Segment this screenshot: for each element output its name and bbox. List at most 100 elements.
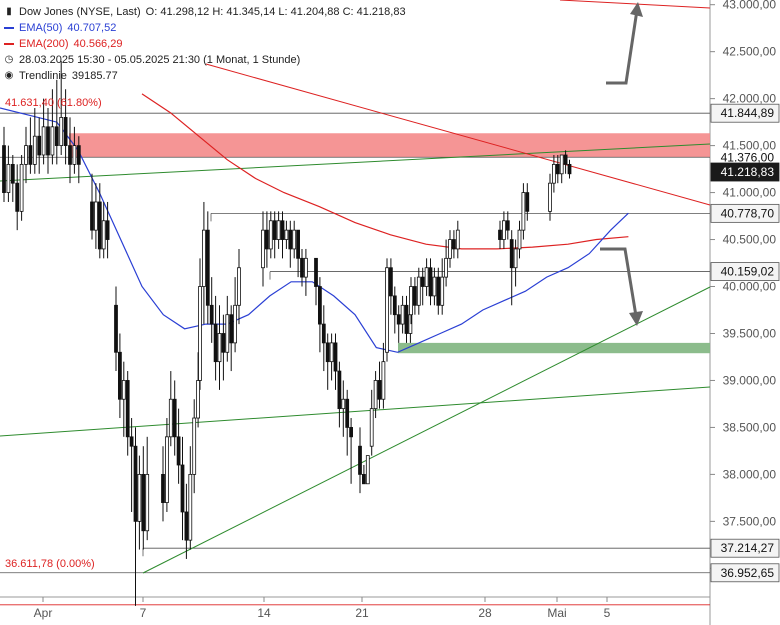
instrument-name: Dow Jones (NYSE, Last): [19, 6, 141, 18]
x-tick-label: Mai: [547, 606, 566, 620]
legend-ema50-row: EMA(50) 40.707,52: [4, 20, 406, 36]
candle-body: [314, 257, 318, 287]
candle-body: [137, 473, 142, 522]
candle-body: [114, 304, 118, 353]
candle-body: [141, 473, 146, 532]
candle-body: [333, 342, 338, 372]
candle-body: [225, 314, 230, 353]
y-tick-label: 41.000,00: [723, 186, 777, 200]
candle-body: [209, 304, 214, 325]
candle-body: [288, 229, 293, 250]
last-price-tag-label: 41.218,83: [721, 165, 775, 179]
candle-body: [188, 473, 193, 541]
x-tick-label: 21: [355, 606, 369, 620]
candle-body: [229, 314, 234, 344]
candle-body: [292, 229, 297, 250]
candle-body: [46, 126, 50, 156]
candle-body: [329, 342, 334, 363]
candle-body: [202, 229, 206, 287]
candle-body: [180, 464, 185, 513]
lower-trendline: [0, 386, 711, 437]
candle-body: [125, 380, 130, 438]
y-tick-label: 42.000,00: [723, 92, 777, 106]
candle-body: [129, 436, 134, 447]
y-tick-label: 38.000,00: [723, 467, 777, 481]
candle-body: [413, 286, 417, 306]
fib-labels: 41.631,40 (61.80%) 36.611,78 (0.00%): [5, 97, 102, 570]
candle-body: [300, 257, 304, 278]
candle-body: [341, 398, 346, 410]
x-tick-label: 7: [140, 606, 147, 620]
candle-body: [196, 380, 200, 419]
candle-body: [280, 220, 285, 240]
ema200-line: [141, 93, 629, 250]
ema50-line: [0, 107, 629, 353]
candle-body: [502, 220, 506, 240]
candle-body: [369, 408, 374, 447]
ohlc-values: O: 41.298,12 H: 41.345,14 L: 41.204,88 C…: [145, 6, 406, 18]
candle-body: [563, 154, 568, 165]
candle-body: [19, 163, 24, 212]
candle-body: [444, 257, 448, 278]
candle-body: [567, 163, 572, 175]
price-tag-label: 40.159,02: [721, 265, 775, 279]
candle-body: [105, 220, 110, 240]
legend-ema200-row: EMA(200) 40.566,29: [4, 36, 406, 52]
candle-body: [192, 417, 197, 475]
top-red-trendline: [559, 0, 711, 9]
x-tick-label: 28: [478, 606, 492, 620]
y-tick-label: 39.000,00: [723, 373, 777, 387]
horizontal-levels: [0, 112, 710, 606]
candle-body: [37, 135, 42, 156]
legend-instrument-row: ▮ Dow Jones (NYSE, Last) O: 41.298,12 H:…: [4, 4, 406, 20]
candle-body: [416, 276, 421, 306]
candle-body: [59, 117, 64, 147]
y-tick-label: 41.500,00: [723, 139, 777, 153]
candle-body: [172, 398, 177, 438]
candle-body: [68, 145, 72, 165]
upper-trendline: [0, 143, 711, 182]
x-tick-label: Apr: [34, 606, 53, 620]
candle-body: [54, 126, 59, 147]
x-axis: Apr 7 14 21 28 Mai 5: [0, 596, 710, 620]
candle-body: [555, 163, 560, 175]
candle-body: [321, 323, 326, 344]
y-tick-label: 40.500,00: [723, 233, 777, 247]
ema50-value: 40.707,52: [67, 22, 117, 34]
candle-body: [176, 436, 181, 466]
ema200-swatch: [4, 43, 14, 45]
price-tags: 41.844,89 40.778,70 40.159,02 37.214,27 36.9…: [710, 103, 780, 583]
candle-body: [440, 276, 445, 306]
candle-body: [377, 380, 382, 400]
down-arrow-shaft: [600, 247, 638, 317]
fib-0-label: 36.611,78 (0.00%): [5, 558, 95, 570]
candle-body: [381, 361, 386, 400]
candle-body: [145, 473, 150, 532]
candle-body: [436, 276, 441, 306]
candle-body: [498, 229, 502, 240]
candle-body: [121, 380, 126, 400]
candle-body: [118, 351, 122, 400]
price-tag-label: 36.952,65: [721, 566, 775, 580]
candle-body: [272, 220, 277, 240]
price-tag-label: 40.778,70: [721, 206, 775, 220]
candle-body: [349, 427, 353, 438]
candle-body: [63, 117, 68, 147]
ema50-label: EMA(50): [19, 22, 63, 34]
candle-body: [409, 286, 413, 316]
price-tag-box: [710, 103, 780, 123]
zones: [69, 133, 710, 354]
resistance-zone: [69, 133, 710, 158]
candle-body: [385, 267, 389, 353]
candle-body: [90, 201, 94, 231]
candle-body: [24, 145, 28, 165]
candle-body: [448, 239, 452, 259]
ema-lines: [0, 93, 629, 353]
candle-body: [161, 473, 165, 503]
candle-body: [424, 267, 429, 287]
arrows: [600, 2, 643, 326]
rising-support-trendline: [142, 286, 711, 574]
candle-body: [455, 229, 460, 250]
candle-body: [213, 323, 218, 363]
